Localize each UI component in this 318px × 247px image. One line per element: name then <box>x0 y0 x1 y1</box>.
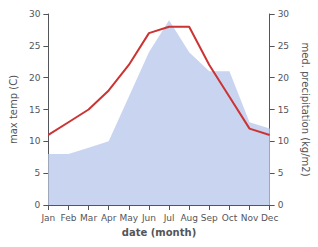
svg-text:Oct: Oct <box>222 213 238 223</box>
svg-text:Jul: Jul <box>163 213 175 223</box>
svg-text:max temp (C): max temp (C) <box>8 75 19 144</box>
svg-text:10: 10 <box>29 136 41 146</box>
svg-text:20: 20 <box>29 73 41 83</box>
svg-text:30: 30 <box>278 9 290 19</box>
svg-text:med. precipitation (kg/m2): med. precipitation (kg/m2) <box>300 42 311 176</box>
svg-text:Sep: Sep <box>201 213 218 223</box>
svg-text:Feb: Feb <box>61 213 77 223</box>
svg-text:Mar: Mar <box>80 213 97 223</box>
svg-text:Jan: Jan <box>40 213 55 223</box>
svg-text:30: 30 <box>29 9 41 19</box>
svg-text:Nov: Nov <box>241 213 259 223</box>
svg-text:5: 5 <box>278 168 284 178</box>
svg-text:Aug: Aug <box>180 213 198 223</box>
svg-text:10: 10 <box>278 136 290 146</box>
svg-text:25: 25 <box>278 41 289 51</box>
svg-text:Jun: Jun <box>141 213 156 223</box>
svg-text:Dec: Dec <box>261 213 278 223</box>
svg-text:5: 5 <box>35 168 41 178</box>
svg-text:25: 25 <box>29 41 40 51</box>
svg-text:Apr: Apr <box>101 213 117 223</box>
svg-text:May: May <box>120 213 139 223</box>
svg-text:15: 15 <box>29 105 40 115</box>
svg-text:date (month): date (month) <box>122 227 196 238</box>
svg-text:0: 0 <box>278 200 284 210</box>
svg-text:0: 0 <box>35 200 41 210</box>
svg-text:15: 15 <box>278 105 289 115</box>
svg-text:20: 20 <box>278 73 290 83</box>
